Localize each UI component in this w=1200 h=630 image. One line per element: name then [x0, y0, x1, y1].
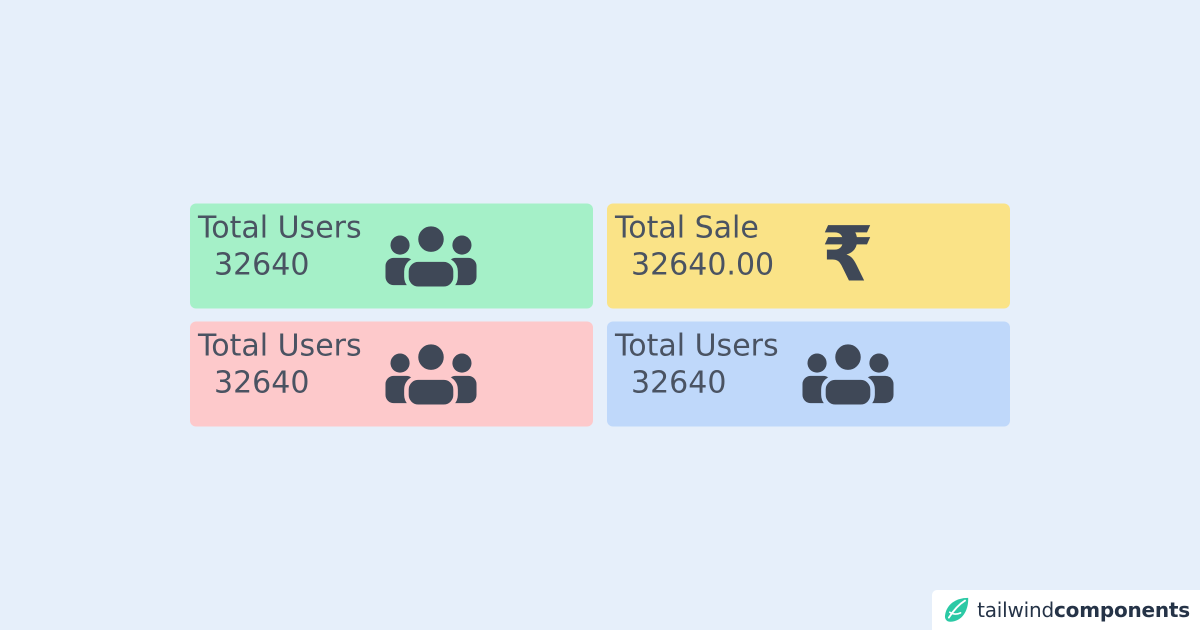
stat-value: 32640 — [214, 365, 310, 401]
stat-value: 32640.00 — [631, 247, 775, 283]
users-icon — [795, 322, 900, 427]
stat-card-total-sale-yellow: Total Sale 32640.00 ₹ — [607, 203, 1010, 309]
stat-card-total-users-blue: Total Users 32640 — [607, 321, 1010, 427]
stat-label: Total Users — [198, 210, 362, 246]
stat-text-block: Total Users 32640 — [190, 322, 378, 402]
rupee-glyph: ₹ — [821, 209, 874, 298]
stat-value: 32640 — [214, 247, 310, 283]
stat-card-total-users-green: Total Users 32640 — [190, 203, 593, 309]
stat-text-block: Total Users 32640 — [190, 204, 378, 284]
brand-wordmark-first: tailwind — [977, 598, 1054, 622]
stat-card-grid: Total Users 32640 Total Sale 32640.00 — [190, 203, 1010, 427]
stat-label: Total Sale — [615, 210, 759, 246]
indian-rupee-icon: ₹ — [795, 204, 900, 309]
stat-text-block: Total Sale 32640.00 — [607, 204, 795, 284]
stat-card-total-users-pink: Total Users 32640 — [190, 321, 593, 427]
stat-value: 32640 — [631, 365, 727, 401]
tailwindcomponents-watermark: tailwindcomponents — [932, 590, 1200, 630]
brand-wordmark: tailwindcomponents — [977, 598, 1190, 622]
brand-wordmark-second: components — [1054, 598, 1190, 622]
users-icon — [378, 204, 483, 309]
stat-text-block: Total Users 32640 — [607, 322, 795, 402]
stat-label: Total Users — [615, 328, 779, 364]
leaf-icon — [945, 597, 969, 622]
users-icon — [378, 322, 483, 427]
stat-label: Total Users — [198, 328, 362, 364]
